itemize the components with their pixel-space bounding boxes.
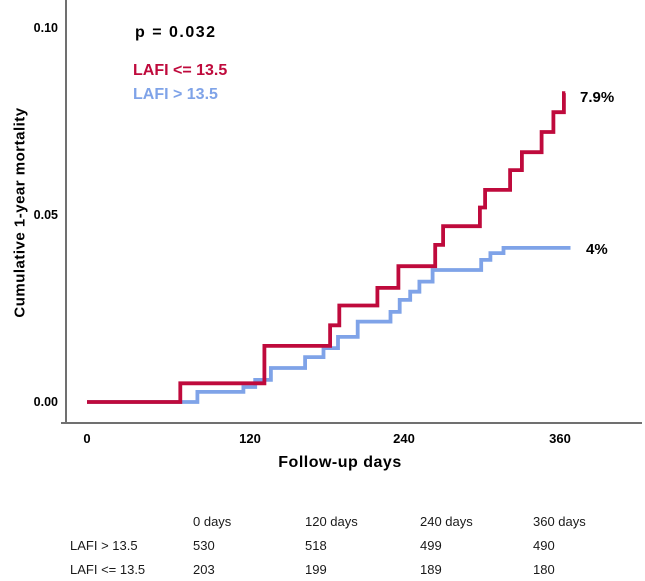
- y-tick-0.05: 0.05: [33, 208, 58, 222]
- y-tick-0.10: 0.10: [33, 21, 58, 35]
- y-tick-0.00: 0.00: [33, 395, 58, 409]
- risk-table-header-360days: 360 days: [533, 514, 586, 529]
- risk-value: 499: [420, 538, 442, 553]
- x-axis-title: Follow-up days: [278, 454, 402, 471]
- km-plot-area: [61, 0, 642, 424]
- risk-value: 203: [193, 562, 215, 577]
- risk-value: 189: [420, 562, 442, 577]
- numbers-at-risk-table: 0 days 120 days 240 days 360 days LAFI >…: [0, 510, 645, 581]
- risk-value: 530: [193, 538, 215, 553]
- risk-value: 180: [533, 562, 555, 577]
- legend-item-lafi-gt: LAFI > 13.5: [133, 86, 218, 103]
- legend-item-lafi-le: LAFI <= 13.5: [133, 62, 228, 79]
- risk-table-header-240days: 240 days: [420, 514, 473, 529]
- x-tick-240: 240: [393, 431, 415, 446]
- risk-row-label-lafi-gt: LAFI > 13.5: [70, 538, 138, 553]
- km-curve-lafi-le-13.5: [87, 91, 566, 404]
- end-label-blue-series: 4%: [586, 241, 608, 258]
- x-tick-0: 0: [83, 431, 91, 446]
- risk-row-label-lafi-le: LAFI <= 13.5: [70, 562, 146, 577]
- risk-table-header-120days: 120 days: [305, 514, 358, 529]
- risk-table-header-0days: 0 days: [193, 514, 232, 529]
- risk-value: 199: [305, 562, 327, 577]
- p-value-label: p = 0.032: [135, 24, 217, 41]
- risk-value: 518: [305, 538, 327, 553]
- risk-table-corner-cell: [70, 510, 193, 534]
- x-tick-360: 360: [549, 431, 571, 446]
- x-tick-120: 120: [239, 431, 261, 446]
- end-label-red-series: 7.9%: [580, 89, 615, 106]
- risk-value: 490: [533, 538, 555, 553]
